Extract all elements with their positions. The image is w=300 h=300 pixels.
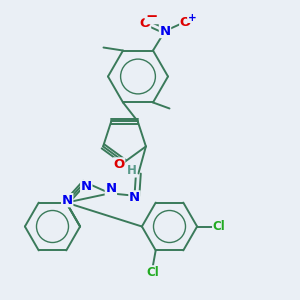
Text: O: O: [180, 16, 191, 29]
Text: N: N: [159, 25, 171, 38]
Text: N: N: [129, 191, 140, 204]
Text: O: O: [113, 158, 125, 171]
Text: N: N: [105, 182, 116, 195]
Text: N: N: [81, 180, 92, 193]
Text: +: +: [188, 13, 196, 22]
Text: O: O: [139, 17, 151, 30]
Text: Cl: Cl: [213, 220, 225, 233]
Text: N: N: [61, 194, 73, 207]
Text: −: −: [146, 8, 158, 23]
Text: Cl: Cl: [146, 266, 159, 279]
Text: H: H: [127, 164, 137, 177]
